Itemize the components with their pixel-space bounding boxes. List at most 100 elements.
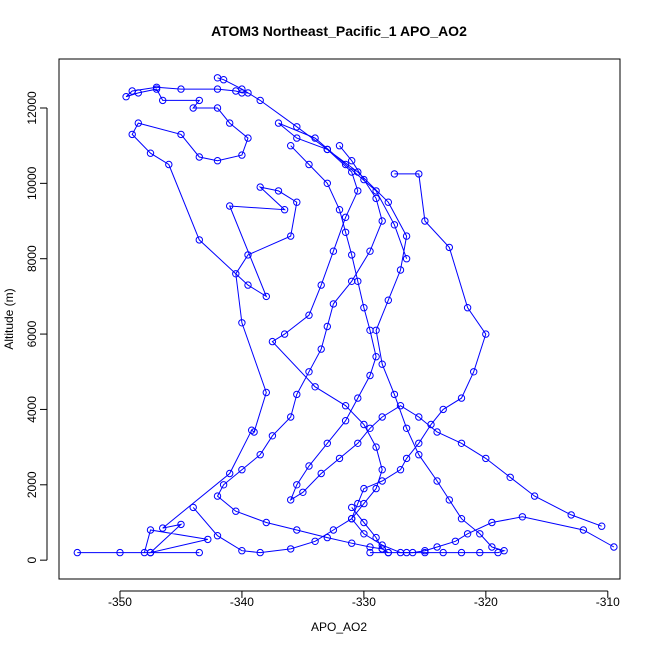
- data-point: [366, 548, 374, 557]
- data-point: [457, 548, 466, 557]
- data-point: [341, 160, 350, 169]
- data-point: [146, 548, 155, 557]
- data-point: [195, 548, 204, 557]
- data-point: [323, 439, 331, 447]
- data-point: [219, 76, 228, 84]
- data-point: [482, 454, 490, 463]
- data-point: [226, 119, 234, 127]
- data-point: [384, 296, 392, 304]
- data-point: [366, 543, 374, 551]
- data-point: [293, 123, 301, 131]
- data-point: [372, 484, 380, 493]
- data-point: [128, 130, 136, 139]
- data-point: [372, 187, 380, 195]
- data-point: [439, 548, 447, 557]
- series-line-1: [77, 86, 298, 554]
- data-point: [299, 488, 307, 496]
- data-point: [366, 247, 374, 255]
- data-point: [213, 157, 222, 165]
- data-point: [213, 104, 222, 112]
- data-point: [348, 157, 356, 165]
- chart-title: ATOM3 Northeast_Pacific_1 APO_AO2: [211, 23, 467, 39]
- x-axis-label: APO_AO2: [311, 620, 367, 634]
- data-point: [396, 402, 405, 410]
- data-point: [457, 515, 466, 523]
- data-point: [378, 545, 386, 553]
- data-point: [421, 547, 429, 555]
- data-point: [360, 420, 368, 429]
- data-point: [219, 481, 228, 489]
- data-point: [305, 311, 313, 319]
- data-point: [195, 236, 204, 244]
- data-point: [335, 206, 344, 214]
- data-point: [177, 520, 185, 529]
- data-point: [366, 424, 374, 432]
- data-point: [287, 496, 295, 504]
- data-point: [323, 533, 331, 542]
- data-point: [238, 319, 246, 327]
- data-point: [439, 405, 447, 414]
- data-point: [204, 535, 212, 544]
- data-point: [226, 202, 234, 210]
- data-point: [293, 134, 301, 142]
- data-point: [567, 511, 575, 519]
- data-point: [189, 503, 197, 512]
- data-point: [195, 96, 204, 105]
- data-point: [360, 304, 368, 312]
- data-point: [348, 515, 356, 523]
- data-point: [195, 153, 204, 161]
- data-point: [433, 477, 441, 485]
- data-point: [238, 85, 246, 93]
- data-point: [335, 454, 344, 463]
- data-point: [317, 281, 325, 289]
- data-point: [248, 426, 256, 434]
- data-point: [293, 390, 301, 399]
- data-point: [305, 160, 313, 169]
- data-point: [366, 371, 374, 380]
- data-point: [329, 526, 338, 534]
- data-point: [378, 477, 386, 485]
- data-point: [134, 119, 143, 127]
- data-point: [415, 451, 423, 459]
- data-point: [311, 383, 319, 391]
- data-point: [433, 428, 441, 436]
- data-point: [402, 454, 411, 463]
- data-point: [287, 413, 295, 421]
- data-point: [232, 270, 240, 278]
- y-tick-label: 2000: [25, 471, 39, 498]
- x-tick-label: -350: [108, 595, 132, 609]
- data-point: [287, 232, 295, 240]
- data-point: [579, 526, 588, 534]
- data-point: [268, 337, 277, 346]
- data-point: [470, 368, 478, 376]
- data-point: [488, 518, 496, 527]
- data-point: [390, 170, 399, 178]
- data-point: [311, 537, 319, 545]
- data-point: [256, 548, 264, 557]
- data-point: [189, 104, 197, 112]
- y-axis-label: Altitude (m): [2, 288, 16, 349]
- data-point: [146, 149, 155, 157]
- data-point: [372, 533, 380, 542]
- y-tick-label: 6000: [25, 320, 39, 347]
- data-point: [348, 503, 356, 512]
- data-point: [378, 217, 386, 225]
- y-tick-label: 12000: [25, 91, 39, 125]
- data-point: [293, 198, 301, 206]
- data-point: [177, 130, 185, 139]
- x-tick-label: -340: [230, 595, 254, 609]
- data-point: [274, 119, 283, 127]
- data-point: [341, 228, 350, 237]
- data-point: [402, 548, 411, 557]
- y-tick-label: 0: [25, 557, 39, 564]
- data-point: [476, 548, 484, 557]
- data-point: [238, 547, 246, 555]
- data-point: [152, 83, 161, 92]
- data-point: [256, 451, 264, 459]
- data-point: [360, 518, 368, 527]
- data-point: [244, 89, 252, 97]
- data-point: [402, 232, 411, 240]
- y-tick-label: 4000: [25, 396, 39, 423]
- data-point: [415, 439, 423, 447]
